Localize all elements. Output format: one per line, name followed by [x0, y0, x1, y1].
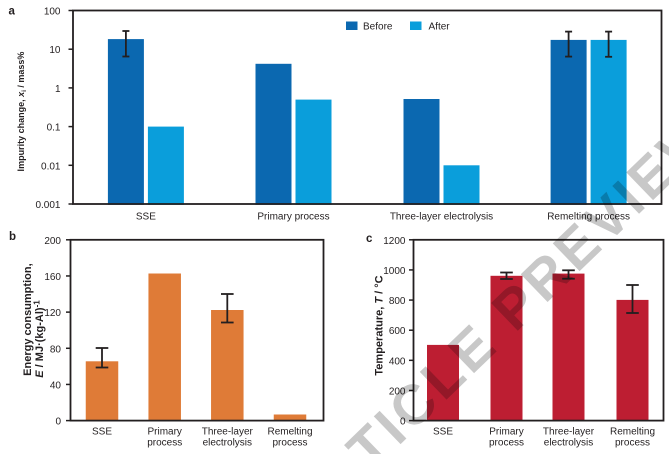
svg-text:electrolysis: electrolysis [544, 437, 593, 448]
svg-text:200: 200 [389, 386, 406, 397]
svg-text:40: 40 [50, 380, 62, 391]
svg-text:SSE: SSE [92, 427, 112, 438]
svg-text:600: 600 [389, 326, 406, 337]
svg-text:process: process [147, 437, 182, 448]
svg-text:1200: 1200 [383, 236, 406, 247]
svg-text:SSE: SSE [433, 427, 453, 438]
svg-text:a: a [9, 6, 16, 18]
svg-text:160: 160 [44, 272, 61, 283]
svg-text:Three-layer electrolysis: Three-layer electrolysis [390, 211, 493, 222]
svg-text:process: process [615, 437, 650, 448]
svg-text:Primary: Primary [147, 427, 181, 438]
svg-text:400: 400 [389, 356, 406, 367]
svg-text:Three-layer: Three-layer [202, 427, 254, 438]
svg-text:Impurity change, xi / mass%: Impurity change, xi / mass% [16, 52, 28, 172]
svg-text:10: 10 [49, 45, 61, 56]
svg-text:SSE: SSE [136, 211, 156, 222]
svg-text:Remelting: Remelting [610, 427, 655, 438]
svg-text:0: 0 [55, 417, 61, 428]
svg-text:0.001: 0.001 [35, 200, 60, 211]
svg-text:0.1: 0.1 [47, 123, 61, 134]
svg-text:0: 0 [400, 417, 406, 428]
svg-text:c: c [366, 233, 373, 245]
svg-text:After: After [429, 22, 451, 33]
svg-text:E / MJ·(kg-Al)-1: E / MJ·(kg-Al)-1 [33, 300, 47, 378]
svg-text:Before: Before [363, 22, 393, 33]
svg-text:electrolysis: electrolysis [203, 437, 252, 448]
svg-text:100: 100 [44, 7, 61, 18]
svg-text:120: 120 [44, 308, 61, 319]
svg-text:Temperature, T / °C: Temperature, T / °C [374, 275, 386, 375]
svg-text:b: b [9, 231, 16, 243]
svg-text:0.01: 0.01 [41, 161, 61, 172]
svg-text:Three-layer: Three-layer [543, 427, 595, 438]
svg-text:process: process [272, 437, 307, 448]
svg-text:800: 800 [389, 296, 406, 307]
svg-text:1000: 1000 [383, 266, 406, 277]
svg-text:200: 200 [44, 236, 61, 247]
svg-text:80: 80 [50, 344, 62, 355]
svg-text:Energy consumption,: Energy consumption, [22, 263, 34, 375]
svg-text:process: process [489, 437, 524, 448]
svg-text:Remelting: Remelting [267, 427, 312, 438]
svg-text:Primary: Primary [489, 427, 523, 438]
svg-text:1: 1 [55, 84, 61, 95]
svg-text:Remelting process: Remelting process [547, 211, 630, 222]
svg-text:Primary process: Primary process [257, 211, 329, 222]
